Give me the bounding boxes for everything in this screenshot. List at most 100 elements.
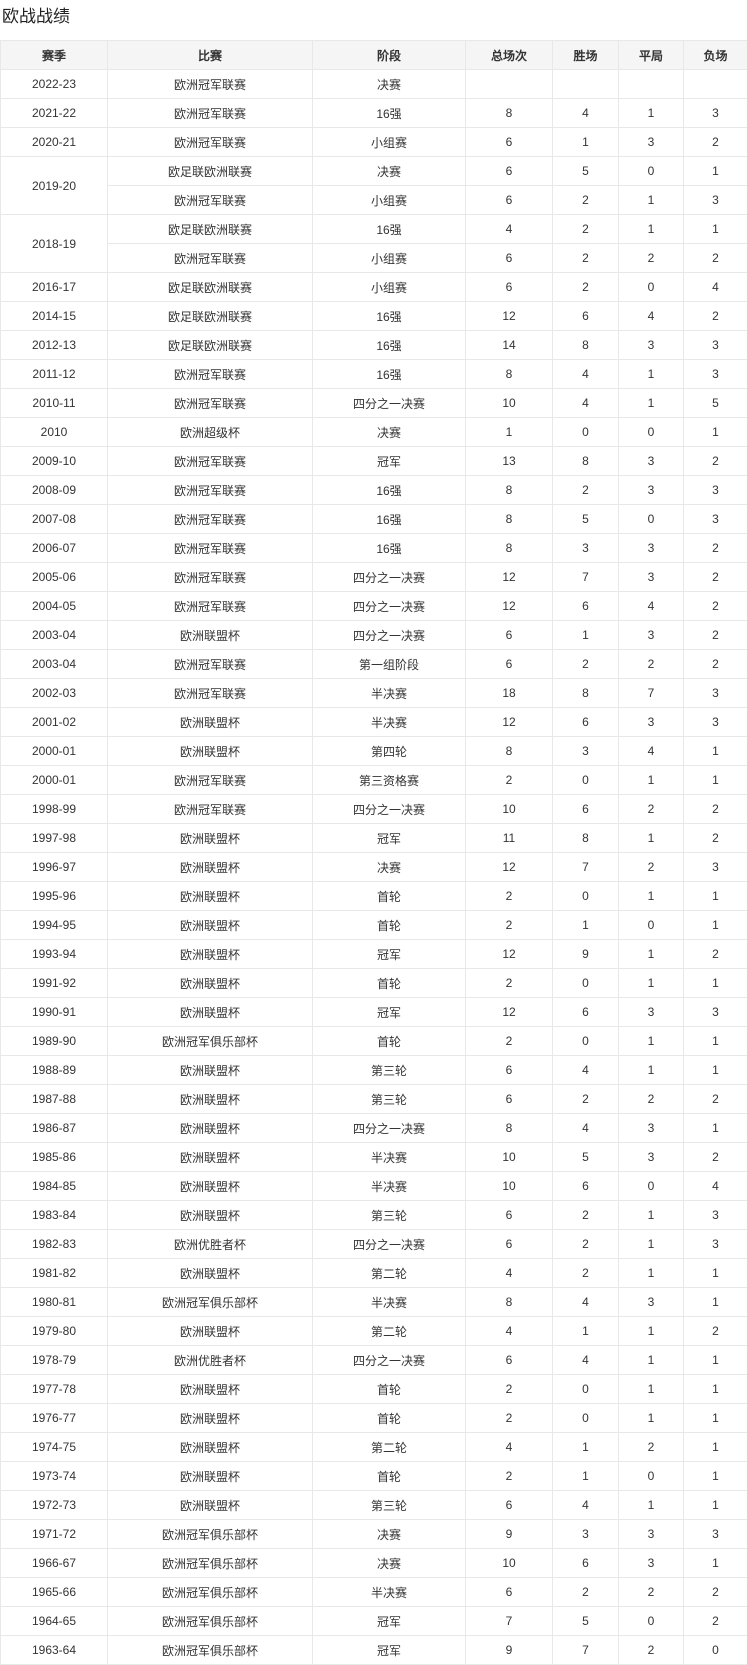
competition-cell: 欧洲联盟杯: [108, 1404, 313, 1433]
stage-cell: 16强: [313, 476, 466, 505]
losses-cell: 1: [684, 882, 747, 911]
season-cell: 1989-90: [1, 1027, 108, 1056]
stage-cell: 冠军: [313, 998, 466, 1027]
losses-cell: 1: [684, 418, 747, 447]
stage-cell: 首轮: [313, 1027, 466, 1056]
competition-cell: 欧洲冠军联赛: [108, 186, 313, 215]
header-losses: 负场: [684, 41, 747, 70]
competition-cell: 欧洲联盟杯: [108, 1433, 313, 1462]
stage-cell: 第三轮: [313, 1056, 466, 1085]
competition-cell: 欧洲冠军联赛: [108, 244, 313, 273]
competition-cell: 欧洲联盟杯: [108, 824, 313, 853]
wins-cell: 2: [553, 215, 619, 244]
season-cell: 1977-78: [1, 1375, 108, 1404]
season-cell: 1972-73: [1, 1491, 108, 1520]
losses-cell: 3: [684, 998, 747, 1027]
losses-cell: 0: [684, 1636, 747, 1665]
competition-cell: 欧洲冠军俱乐部杯: [108, 1520, 313, 1549]
wins-cell: 2: [553, 186, 619, 215]
losses-cell: 3: [684, 331, 747, 360]
wins-cell: 6: [553, 795, 619, 824]
draws-cell: 3: [619, 331, 684, 360]
wins-cell: 4: [553, 1056, 619, 1085]
wins-cell: 2: [553, 1578, 619, 1607]
competition-cell: 欧洲冠军联赛: [108, 505, 313, 534]
total-cell: 6: [466, 1201, 553, 1230]
season-cell: 2001-02: [1, 708, 108, 737]
draws-cell: 1: [619, 1375, 684, 1404]
total-cell: 1: [466, 418, 553, 447]
draws-cell: 1: [619, 1230, 684, 1259]
losses-cell: 1: [684, 911, 747, 940]
stage-cell: 小组赛: [313, 128, 466, 157]
losses-cell: 1: [684, 1259, 747, 1288]
total-cell: 4: [466, 1259, 553, 1288]
competition-cell: 欧洲联盟杯: [108, 969, 313, 998]
competition-cell: 欧洲联盟杯: [108, 737, 313, 766]
competition-cell: 欧洲冠军联赛: [108, 99, 313, 128]
total-cell: [466, 70, 553, 99]
competition-cell: 欧洲冠军联赛: [108, 360, 313, 389]
draws-cell: 1: [619, 1201, 684, 1230]
stage-cell: 半决赛: [313, 1172, 466, 1201]
season-cell: 2004-05: [1, 592, 108, 621]
losses-cell: 3: [684, 360, 747, 389]
draws-cell: 3: [619, 476, 684, 505]
losses-cell: 1: [684, 1288, 747, 1317]
competition-cell: 欧洲联盟杯: [108, 708, 313, 737]
losses-cell: 3: [684, 1520, 747, 1549]
wins-cell: 6: [553, 708, 619, 737]
losses-cell: 4: [684, 273, 747, 302]
draws-cell: 0: [619, 157, 684, 186]
season-cell: 1982-83: [1, 1230, 108, 1259]
competition-cell: 欧洲冠军联赛: [108, 389, 313, 418]
competition-cell: 欧洲冠军联赛: [108, 592, 313, 621]
stage-cell: 决赛: [313, 157, 466, 186]
stage-cell: 冠军: [313, 1607, 466, 1636]
draws-cell: 2: [619, 795, 684, 824]
stage-cell: 四分之一决赛: [313, 592, 466, 621]
season-cell: 2010-11: [1, 389, 108, 418]
total-cell: 8: [466, 737, 553, 766]
total-cell: 6: [466, 273, 553, 302]
total-cell: 2: [466, 1404, 553, 1433]
wins-cell: 1: [553, 1462, 619, 1491]
stage-cell: 第三轮: [313, 1085, 466, 1114]
total-cell: 6: [466, 1578, 553, 1607]
draws-cell: 1: [619, 766, 684, 795]
total-cell: 14: [466, 331, 553, 360]
season-cell: 2000-01: [1, 737, 108, 766]
season-cell: 1974-75: [1, 1433, 108, 1462]
losses-cell: 3: [684, 1230, 747, 1259]
stage-cell: 16强: [313, 505, 466, 534]
season-cell: 1991-92: [1, 969, 108, 998]
competition-cell: 欧足联欧洲联赛: [108, 157, 313, 186]
losses-cell: 1: [684, 1056, 747, 1085]
season-cell: 2014-15: [1, 302, 108, 331]
competition-cell: 欧洲联盟杯: [108, 1462, 313, 1491]
draws-cell: 2: [619, 1578, 684, 1607]
stage-cell: 16强: [313, 215, 466, 244]
wins-cell: 5: [553, 1607, 619, 1636]
competition-cell: 欧洲联盟杯: [108, 1259, 313, 1288]
competition-cell: 欧足联欧洲联赛: [108, 302, 313, 331]
losses-cell: 2: [684, 1143, 747, 1172]
season-cell: 1990-91: [1, 998, 108, 1027]
total-cell: 10: [466, 1549, 553, 1578]
wins-cell: 4: [553, 1114, 619, 1143]
season-cell: 2021-22: [1, 99, 108, 128]
stage-cell: 小组赛: [313, 244, 466, 273]
